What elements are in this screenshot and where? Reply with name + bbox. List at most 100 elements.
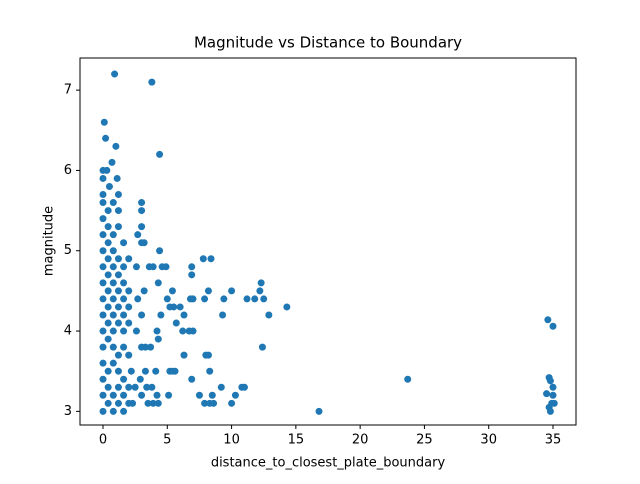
point: [154, 399, 162, 407]
point: [103, 166, 111, 174]
point: [256, 287, 264, 295]
point: [104, 319, 112, 327]
point: [114, 223, 122, 231]
point: [144, 399, 152, 407]
point: [179, 327, 187, 335]
point: [125, 255, 133, 263]
point: [138, 207, 146, 215]
point: [104, 223, 112, 231]
point: [108, 158, 116, 166]
point: [243, 295, 251, 303]
point: [120, 295, 128, 303]
point: [188, 375, 196, 383]
point: [104, 303, 112, 311]
point: [120, 343, 128, 351]
point: [120, 375, 128, 383]
y-axis-label: magnitude: [42, 206, 57, 276]
point: [208, 391, 216, 399]
point: [148, 383, 156, 391]
point: [114, 383, 122, 391]
point: [195, 391, 203, 399]
point: [258, 343, 266, 351]
point: [404, 375, 412, 383]
point: [125, 287, 133, 295]
point: [548, 399, 556, 407]
point: [549, 383, 557, 391]
point: [99, 343, 107, 351]
point: [131, 383, 139, 391]
point: [180, 351, 188, 359]
point: [105, 182, 113, 190]
point: [220, 295, 228, 303]
point: [99, 231, 107, 239]
point: [154, 335, 162, 343]
point: [168, 367, 176, 375]
point: [228, 287, 236, 295]
point: [188, 271, 196, 279]
x-tick-label: 30: [480, 433, 497, 448]
point: [99, 279, 107, 287]
point: [180, 311, 188, 319]
point: [109, 359, 117, 367]
point: [99, 311, 107, 319]
point: [114, 319, 122, 327]
point: [104, 271, 112, 279]
point: [148, 78, 156, 86]
point: [152, 367, 160, 375]
point: [147, 343, 155, 351]
point: [154, 279, 162, 287]
point: [283, 303, 291, 311]
point: [120, 279, 128, 287]
point: [99, 215, 107, 223]
x-tick-label: 5: [163, 433, 171, 448]
point: [158, 263, 166, 271]
point: [99, 191, 107, 199]
point: [166, 303, 174, 311]
point: [185, 327, 193, 335]
point: [109, 391, 117, 399]
point: [202, 351, 210, 359]
point: [120, 407, 128, 415]
point: [549, 391, 557, 399]
point: [206, 399, 214, 407]
point: [114, 303, 122, 311]
point: [134, 295, 142, 303]
point: [165, 391, 173, 399]
point: [114, 191, 122, 199]
point: [136, 375, 144, 383]
point: [231, 391, 239, 399]
point: [125, 303, 133, 311]
point: [99, 199, 107, 207]
chart-title: Magnitude vs Distance to Boundary: [194, 34, 462, 52]
point: [120, 239, 128, 247]
point: [149, 263, 157, 271]
point: [219, 311, 227, 319]
point: [104, 287, 112, 295]
x-axis-label: distance_to_closest_plate_boundary: [211, 456, 446, 471]
point: [104, 335, 112, 343]
point: [228, 399, 236, 407]
point: [168, 287, 176, 295]
point: [157, 311, 165, 319]
point: [138, 223, 146, 231]
x-tick-label: 20: [352, 433, 369, 448]
y-tick-label: 6: [64, 163, 72, 178]
point: [109, 199, 117, 207]
point: [132, 327, 140, 335]
point: [149, 399, 157, 407]
point: [102, 134, 110, 142]
point: [140, 287, 148, 295]
point: [125, 383, 133, 391]
point: [125, 399, 133, 407]
point: [257, 279, 265, 287]
point: [141, 367, 149, 375]
point: [99, 375, 107, 383]
x-tick-label: 0: [99, 433, 107, 448]
point: [143, 383, 151, 391]
point: [125, 351, 133, 359]
point: [201, 399, 209, 407]
point: [138, 199, 146, 207]
point: [99, 327, 107, 335]
point: [109, 231, 117, 239]
